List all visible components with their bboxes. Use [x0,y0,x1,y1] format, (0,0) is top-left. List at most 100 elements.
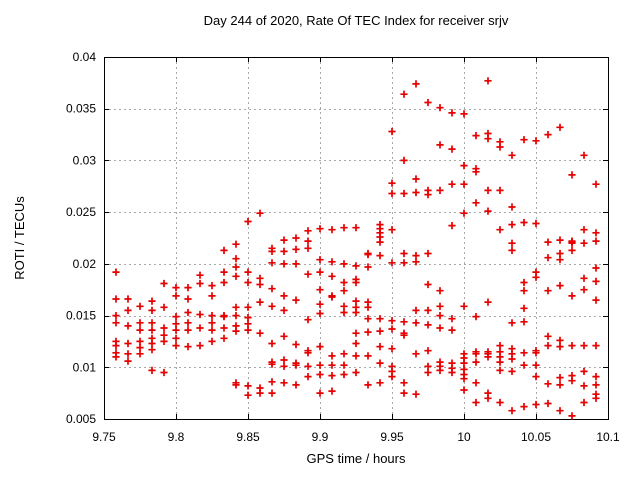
data-point [184,343,192,351]
data-point [592,373,600,381]
data-point [472,199,480,207]
data-point [580,274,588,282]
data-point [400,90,408,98]
data-point [340,302,348,310]
data-point [424,347,432,355]
data-point [412,258,420,266]
data-point [316,268,324,276]
data-point [448,315,456,323]
data-point [520,304,528,312]
data-point [316,343,324,351]
data-point [532,273,540,281]
data-point [280,260,288,268]
data-point [184,319,192,327]
data-point [544,332,552,340]
data-point [412,80,420,88]
data-point [280,292,288,300]
data-point [196,324,204,332]
data-point [556,381,564,389]
data-point [520,349,528,357]
data-point [556,282,564,290]
data-point [568,412,576,420]
data-point [532,137,540,145]
x-tick-label: 9.9 [312,430,329,444]
data-point [256,209,264,217]
data-point [460,359,468,367]
data-point [412,390,420,398]
data-point [304,244,312,252]
data-point [316,370,324,379]
y-tick-label: 0.03 [73,153,97,167]
data-point [352,368,360,377]
data-point [328,387,336,395]
data-point [232,303,240,311]
data-point [232,272,240,280]
data-point [160,331,168,339]
data-point [520,287,528,295]
data-point [172,284,180,292]
data-point [316,300,324,308]
data-point [520,218,528,227]
data-point [268,360,276,368]
x-axis-label: GPS time / hours [306,451,406,466]
data-point [304,227,312,235]
data-point [424,280,432,289]
data-point [400,156,408,164]
data-point [292,340,300,349]
data-point [592,342,600,350]
data-point [400,189,408,198]
data-point [592,180,600,188]
data-point [580,367,588,375]
data-point [580,382,588,390]
data-point [592,381,600,389]
data-point [280,356,288,364]
data-point [316,286,324,294]
data-point [172,313,180,321]
data-point [472,350,480,358]
data-point [148,319,156,327]
data-point [400,331,408,339]
data-point [292,361,300,369]
data-point [256,298,264,306]
data-point [508,203,516,211]
data-point [292,381,300,389]
data-point [124,350,132,358]
data-point [436,104,444,112]
data-point [280,236,288,244]
data-point [340,278,348,287]
y-axis-label: ROTI / TECUs [12,196,27,280]
data-point [544,399,552,408]
data-point [208,326,216,334]
y-tick-label: 0.025 [66,205,96,219]
data-point [340,308,348,317]
data-point [412,350,420,358]
data-point [496,366,504,374]
data-point [388,179,396,187]
data-point [484,186,492,194]
data-point [448,145,456,153]
data-point [520,278,528,287]
data-point [436,324,444,332]
data-point [388,325,396,333]
data-point [508,407,516,415]
data-point [508,319,516,327]
data-point [568,377,576,385]
data-point [352,352,360,360]
data-point [472,379,480,387]
data-point [508,367,516,375]
data-point [244,326,252,334]
data-point [292,260,300,268]
x-tick-label: 10.1 [596,430,620,444]
data-point [160,279,168,288]
data-point [244,382,252,390]
data-point [280,332,288,340]
data-point [532,373,540,381]
data-point [280,362,288,370]
data-point [376,343,384,351]
data-point [568,239,576,247]
data-point [484,77,492,85]
data-point [580,286,588,294]
data-point [436,186,444,194]
data-point [280,247,288,255]
